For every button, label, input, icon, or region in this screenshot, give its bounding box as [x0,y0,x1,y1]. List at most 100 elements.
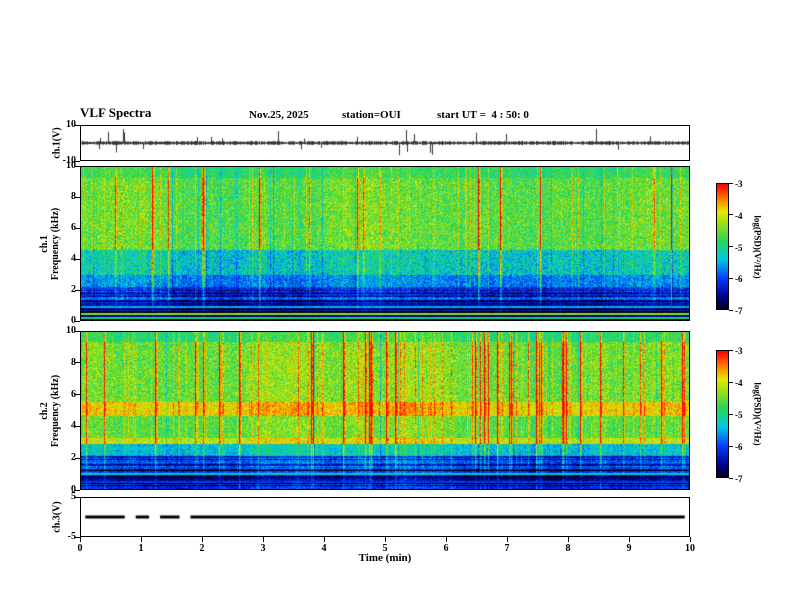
colorbar-tick-label: -6 [735,274,743,285]
colorbar-tick-mark [729,349,733,351]
y-tick-mark [75,196,80,198]
y-tick-label: 8 [71,356,76,368]
x-tick-label: 5 [382,543,388,554]
y-tick-label: 8 [71,191,76,202]
x-tick-mark [507,537,508,542]
x-tick-mark [80,537,81,542]
ch1-waveform-canvas [81,126,689,160]
ch1-frequency-axis-label-line1: ch.1 [39,235,50,253]
colorbar-tick-mark [729,277,733,279]
y-tick-label: 4 [71,253,76,264]
panel-ch3-voltage [80,497,690,537]
y-tick-mark [75,165,80,167]
ch1-voltage-axis-label: ch.1(V) [51,127,63,159]
ch3-voltage-axis-label: ch.3(V) [51,501,63,533]
colorbar-tick-mark [729,445,733,447]
ch1-frequency-axis-label-line2: Frequency (kHz) [50,207,61,281]
colorbar-tick-label: -5 [735,242,743,253]
colorbar-tick-label: -7 [735,474,743,484]
y-tick-label: 5 [71,491,76,502]
x-tick-mark [202,537,203,542]
y-tick-label: 6 [71,388,76,400]
y-tick-mark [75,330,80,332]
colorbar-tick-label: -4 [735,378,743,388]
colorbar-tick-label: -7 [735,306,743,316]
ch1-spectrogram-canvas [81,167,689,320]
colorbar2-axis-label: log(PSD)(V²/Hz) [752,382,763,446]
colorbar-tick-mark [729,381,733,383]
y-tick-label: -10 [62,155,76,166]
colorbar-tick-mark [729,214,733,216]
x-tick-label: 10 [685,543,695,554]
ch1-frequency-axis-label: ch.1 Frequency (kHz) [39,208,61,280]
y-tick-label: 6 [71,222,76,233]
panel-ch2-spectrogram [80,331,690,490]
colorbar-tick-label: -5 [735,410,743,420]
colorbar-tick-label: -3 [735,179,743,189]
y-tick-mark [75,289,80,291]
colorbar-tick-mark [729,182,733,184]
y-tick-mark [75,425,80,427]
x-tick-label: 3 [260,543,266,554]
y-tick-label: -5 [67,531,76,542]
panel-ch1-voltage-waveform [80,125,690,161]
x-tick-mark [385,537,386,542]
y-tick-label: 0 [71,484,76,495]
x-tick-label: 9 [626,543,632,554]
x-tick-mark [568,537,569,542]
colorbar-tick-label: -6 [735,442,743,452]
y-tick-label: 0 [71,315,76,326]
colorbar-ch1 [716,183,729,310]
y-tick-mark [75,489,80,491]
x-tick-mark [690,537,691,542]
colorbar-tick-mark [729,309,733,311]
y-tick-label: 10 [66,325,76,336]
header-date: Nov.25, 2025 [249,109,309,121]
x-tick-label: 6 [443,543,449,554]
colorbar-tick-label: -3 [735,346,743,356]
y-tick-label: 2 [71,452,76,464]
colorbar-ch2-canvas [717,351,728,477]
x-tick-mark [141,537,142,542]
colorbar1-axis-label: log(PSD)(V²/Hz) [752,215,763,279]
y-tick-label: 10 [66,119,76,130]
colorbar-ch2 [716,350,729,478]
x-tick-mark [263,537,264,542]
y-tick-mark [75,536,80,538]
y-tick-mark [75,320,80,322]
colorbar-tick-mark [729,246,733,247]
time-axis-label: Time (min) [358,552,412,564]
y-tick-mark [75,258,80,260]
ch2-frequency-axis-label: ch.2 Frequency (kHz) [39,375,61,447]
ch2-spectrogram-canvas [81,332,689,489]
x-tick-mark [324,537,325,542]
panel-ch1-spectrogram [80,166,690,321]
colorbar-tick-label: -4 [735,210,743,221]
colorbar-ch1-canvas [717,184,728,309]
y-tick-mark [75,496,80,498]
x-tick-mark [446,537,447,542]
ch2-frequency-axis-label-line2: Frequency (kHz) [50,374,61,448]
y-tick-mark [75,160,80,162]
x-tick-label: 4 [321,543,327,554]
ch3-voltage-canvas [81,498,689,536]
figure-title: VLF Spectra [80,105,152,120]
y-tick-mark [75,124,80,126]
colorbar-tick-mark [729,413,733,415]
ch2-frequency-axis-label-line1: ch.2 [39,402,50,420]
y-tick-mark [75,227,80,229]
x-tick-label: 7 [504,543,510,554]
x-tick-label: 8 [565,543,571,554]
x-tick-mark [629,537,630,542]
x-tick-label: 2 [199,543,205,554]
x-tick-label: 0 [77,543,83,554]
y-tick-mark [75,457,80,459]
y-tick-label: 4 [71,420,76,432]
y-tick-mark [75,394,80,396]
x-tick-label: 1 [138,543,144,554]
y-tick-label: 10 [66,160,76,171]
header-station: station=OUI [342,109,401,121]
colorbar-tick-mark [729,477,733,479]
y-tick-mark [75,362,80,364]
